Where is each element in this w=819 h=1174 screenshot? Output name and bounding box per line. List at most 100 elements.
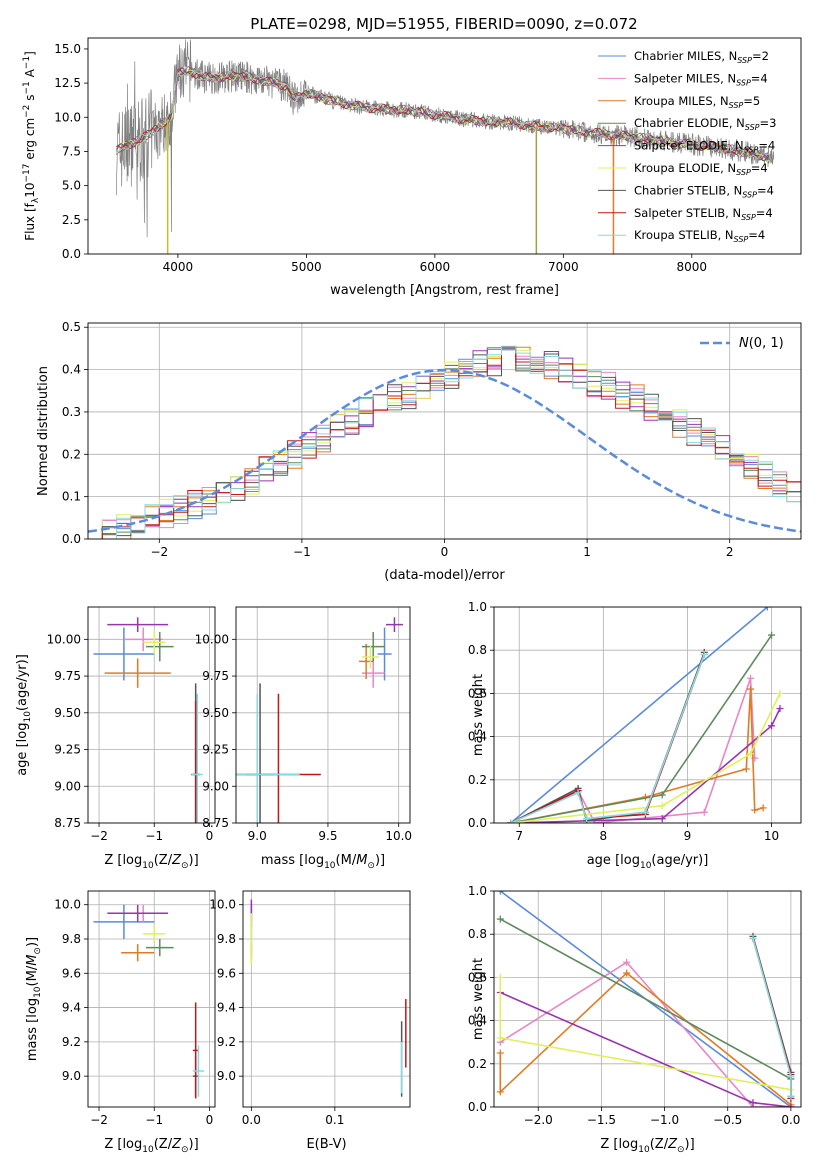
massweight-vs-age-marker-2-5 bbox=[759, 804, 767, 812]
age-vs-mass-ytick-label-4: 9.75 bbox=[202, 669, 229, 683]
age-vs-Z-ytick-label-3: 9.50 bbox=[54, 706, 81, 720]
massweight-vs-Z-xtick-label-1: −1.5 bbox=[587, 1113, 616, 1127]
massweight-vs-age-line-0 bbox=[510, 607, 768, 823]
massweight-vs-Z-marker-4-1 bbox=[749, 1099, 757, 1107]
massweight-vs-age-marker-8-4 bbox=[700, 651, 708, 659]
spectrum-legend-item-1: Salpeter MILES, NSSP=4 bbox=[598, 71, 768, 87]
massweight-vs-Z-line-8 bbox=[752, 938, 792, 1097]
mass-vs-Z-point-3 bbox=[145, 939, 174, 957]
massweight-vs-Z-series-5 bbox=[496, 973, 795, 1094]
massweight-vs-Z-marker-2-0 bbox=[496, 1049, 504, 1057]
massweight-vs-Z-line-1 bbox=[499, 961, 791, 1107]
legend-label-2: Kroupa MILES, NSSP=5 bbox=[634, 94, 760, 110]
massweight-vs-age-ylabel: mass weight bbox=[471, 674, 486, 756]
age-vs-mass-xlabel: mass [log10(M/M⊙)] bbox=[261, 853, 385, 871]
massweight-vs-Z-marker-8-0 bbox=[749, 935, 757, 943]
age-vs-mass-plot-area bbox=[236, 607, 410, 823]
age-vs-Z-point-3 bbox=[145, 631, 174, 662]
age-vs-Z-point-1 bbox=[123, 627, 163, 652]
age-vs-Z-point-8 bbox=[191, 693, 203, 823]
residuals-legend-label: N(0, 1) bbox=[739, 336, 784, 351]
age-vs-Z-point-5 bbox=[143, 630, 166, 655]
massweight-vs-age-series-1 bbox=[507, 674, 759, 823]
age-vs-Z-plot-area bbox=[88, 607, 215, 823]
massweight-vs-age-xlabel: age [log10(age/yr)] bbox=[587, 853, 709, 871]
massweight-vs-Z-xtick-label-3: −0.5 bbox=[713, 1113, 742, 1127]
age-vs-mass-point-0 bbox=[377, 627, 392, 681]
spectrum-xtick-label-4: 8000 bbox=[677, 260, 708, 274]
massweight-vs-age-line-5 bbox=[510, 693, 781, 823]
mass-vs-EBV-ytick-label-5: 10.0 bbox=[209, 898, 236, 912]
spectrum-plot-area bbox=[115, 39, 775, 254]
massweight-vs-age-xtick-label-3: 10 bbox=[764, 829, 779, 843]
age-vs-mass-frame bbox=[235, 606, 411, 824]
massweight-vs-age-marker-2-3 bbox=[747, 685, 755, 693]
spectrum-legend-item-4: Salpeter ELODIE, NSSP=4 bbox=[598, 139, 775, 155]
age-vs-Z-ylabel: age [log10(age/yr)] bbox=[15, 654, 33, 776]
residuals-panel: −2 −1 0 1 2 0.0 0.1 0.2 0.3 0.4 0.5 (data-model)/er… bbox=[36, 320, 802, 583]
mass-vs-Z-ytick-label-2: 9.4 bbox=[62, 1001, 81, 1015]
mass-vs-EBV-panel: 0.0 0.1 9.0 9.2 9.4 9.6 9.8 10.0 E(B-V) bbox=[209, 890, 411, 1152]
mass-vs-Z-point-8 bbox=[192, 1045, 204, 1097]
mass-vs-EBV-ytick-label-3: 9.6 bbox=[217, 966, 236, 980]
age-vs-mass-panel: 9.0 9.5 10.0 8.75 9.00 9.25 9.50 9.75 10.00 mass … bbox=[195, 606, 412, 871]
mass-vs-EBV-frame bbox=[242, 890, 411, 1108]
massweight-vs-age-marker-1-4 bbox=[747, 674, 755, 682]
residuals-xtick-label-1: −1 bbox=[293, 545, 311, 559]
massweight-vs-age-frame bbox=[493, 606, 802, 824]
massweight-vs-age-marker-2-2 bbox=[742, 765, 750, 773]
figure-title: PLATE=0298, MJD=51955, FIBERID=0090, z=0… bbox=[250, 15, 637, 33]
spectrum-legend-item-5: Kroupa ELODIE, NSSP=4 bbox=[598, 161, 768, 177]
massweight-vs-Z-ytick-label-5: 1.0 bbox=[468, 884, 487, 898]
age-vs-mass-xtick-label-2: 10.0 bbox=[385, 829, 412, 843]
massweight-vs-age-ytick-label-2: 0.4 bbox=[468, 730, 487, 744]
massweight-vs-Z-panel: −2.0 −1.5 −1.0 −0.5 0.0 0.0 0.2 0.4 0.6 0.8 1.0 Z [… bbox=[468, 884, 802, 1155]
residuals-gaussian-curve bbox=[88, 368, 801, 533]
legend-label-6: Chabrier STELIB, NSSP=4 bbox=[634, 183, 774, 199]
massweight-vs-age-xtick-label-2: 9 bbox=[684, 829, 692, 843]
massweight-vs-age-marker-4-1 bbox=[658, 815, 666, 823]
massweight-vs-Z-marker-2-2 bbox=[623, 969, 631, 977]
massweight-vs-age-marker-4-3 bbox=[776, 705, 784, 713]
massweight-vs-age-marker-8-3 bbox=[641, 808, 649, 816]
age-vs-mass-point-8 bbox=[236, 693, 300, 823]
massweight-vs-Z-ytick-label-1: 0.2 bbox=[468, 1057, 487, 1071]
age-vs-Z-ytick-label-4: 9.75 bbox=[54, 669, 81, 683]
age-vs-Z-xtick-label-2: 0 bbox=[206, 829, 214, 843]
spectrum-model-line-8 bbox=[115, 70, 770, 159]
mass-vs-Z-xlabel: Z [log10(Z/Z⊙)] bbox=[104, 1137, 198, 1155]
massweight-vs-age-marker-5-1 bbox=[658, 802, 666, 810]
massweight-vs-age-marker-3-2 bbox=[768, 631, 776, 639]
legend-label-5: Kroupa ELODIE, NSSP=4 bbox=[634, 161, 768, 177]
mass-vs-Z-point-4 bbox=[107, 904, 169, 922]
mass-vs-Z-panel: −2 −1 0 9.0 9.2 9.4 9.6 9.8 10.0 Z [log10(Z/Z⊙)] m… bbox=[25, 890, 216, 1155]
legend-label-8: Kroupa STELIB, NSSP=4 bbox=[634, 228, 765, 244]
massweight-vs-age-ytick-label-0: 0.0 bbox=[468, 816, 487, 830]
massweight-vs-age-xtick-label-0: 7 bbox=[515, 829, 523, 843]
age-vs-Z-frame bbox=[87, 606, 216, 824]
mass-vs-Z-xtick-label-2: 0 bbox=[206, 1113, 214, 1127]
massweight-vs-Z-marker-5-0 bbox=[496, 973, 504, 981]
age-vs-mass-ytick-label-1: 9.00 bbox=[202, 779, 229, 793]
spectrum-legend-item-0: Chabrier MILES, NSSP=2 bbox=[598, 49, 769, 65]
age-vs-mass-point-5 bbox=[361, 645, 379, 669]
massweight-vs-age-series-0 bbox=[507, 607, 771, 823]
age-vs-Z-point-2 bbox=[104, 658, 171, 688]
massweight-vs-age-line-1 bbox=[510, 678, 756, 823]
age-vs-mass-ytick-label-3: 9.50 bbox=[202, 706, 229, 720]
residuals-histogram-8 bbox=[88, 345, 801, 539]
massweight-vs-Z-marker-1-1 bbox=[623, 958, 631, 966]
residuals-plot-area bbox=[88, 323, 801, 539]
massweight-vs-age-marker-5-3 bbox=[776, 689, 784, 697]
age-vs-Z-ytick-label-0: 8.75 bbox=[54, 816, 81, 830]
age-vs-Z-ytick-label-5: 10.00 bbox=[47, 632, 81, 646]
spectrum-legend-item-6: Chabrier STELIB, NSSP=4 bbox=[598, 183, 774, 199]
massweight-vs-Z-ylabel: mass weight bbox=[471, 958, 486, 1040]
age-vs-Z-point-4 bbox=[107, 617, 169, 632]
massweight-vs-Z-series-3 bbox=[496, 915, 795, 1083]
spectrum-xtick-label-3: 7000 bbox=[548, 260, 579, 274]
massweight-vs-Z-marker-4-2 bbox=[787, 1103, 795, 1107]
age-vs-Z-ytick-label-2: 9.25 bbox=[54, 743, 81, 757]
